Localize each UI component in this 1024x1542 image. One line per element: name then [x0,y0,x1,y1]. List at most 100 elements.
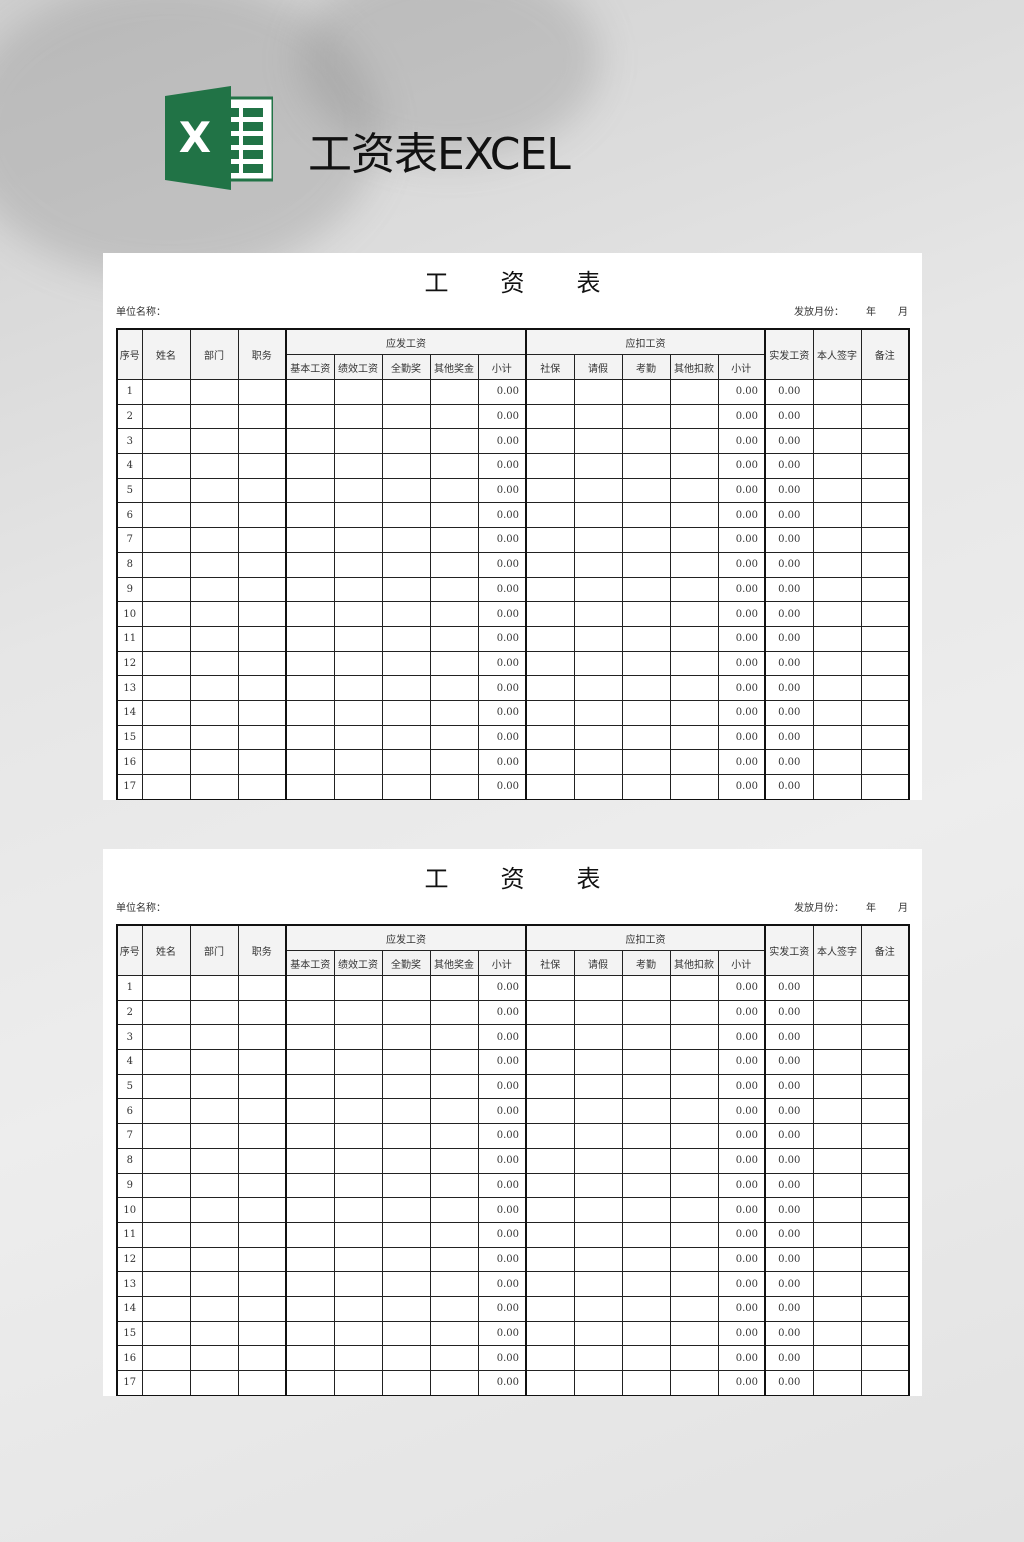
table-cell[interactable] [429,502,479,529]
table-cell[interactable] [429,675,479,701]
table-cell[interactable] [429,403,479,430]
table-cell[interactable] [429,1098,479,1125]
table-cell[interactable] [141,675,191,701]
table-cell[interactable] [285,650,335,677]
table-cell[interactable] [285,1246,335,1273]
table-cell[interactable] [621,1073,671,1100]
table-cell[interactable] [189,1073,239,1100]
table-cell[interactable] [812,1197,862,1223]
table-cell[interactable] [621,1147,671,1174]
table-cell[interactable] [573,1221,623,1248]
table-cell[interactable] [860,551,910,578]
table-cell[interactable] [333,773,383,800]
table-cell[interactable] [285,749,335,775]
table-cell[interactable] [429,601,479,627]
table-cell[interactable] [525,625,575,652]
table-cell[interactable] [285,675,335,701]
table-cell[interactable] [285,625,335,652]
table-cell[interactable] [237,551,287,578]
table-cell[interactable] [189,675,239,701]
table-cell[interactable] [381,477,431,504]
table-cell[interactable] [381,1147,431,1174]
table-cell[interactable] [669,699,719,726]
table-cell[interactable] [189,724,239,751]
table-cell[interactable] [860,527,910,553]
table-cell[interactable] [285,527,335,553]
table-cell[interactable] [285,699,335,726]
table-cell[interactable] [285,773,335,800]
table-cell[interactable] [333,1073,383,1100]
table-cell[interactable] [525,379,575,405]
table-cell[interactable] [381,379,431,405]
table-cell[interactable] [189,403,239,430]
table-cell[interactable] [285,1221,335,1248]
table-cell[interactable] [237,675,287,701]
table-cell[interactable] [333,975,383,1001]
table-cell[interactable] [333,453,383,479]
table-cell[interactable] [333,1246,383,1273]
table-cell[interactable] [141,576,191,603]
table-cell[interactable] [812,1049,862,1075]
table-cell[interactable] [621,1320,671,1347]
table-cell[interactable] [669,527,719,553]
table-cell[interactable] [525,699,575,726]
table-cell[interactable] [285,551,335,578]
table-cell[interactable] [141,453,191,479]
table-cell[interactable] [621,1049,671,1075]
table-cell[interactable] [525,1369,575,1396]
table-cell[interactable] [237,1123,287,1149]
table-cell[interactable] [381,453,431,479]
table-cell[interactable] [573,1197,623,1223]
table-cell[interactable] [141,551,191,578]
table-cell[interactable] [860,699,910,726]
table-cell[interactable] [860,576,910,603]
table-cell[interactable] [525,1345,575,1371]
table-cell[interactable] [333,1295,383,1322]
table-cell[interactable] [333,724,383,751]
table-cell[interactable] [621,379,671,405]
table-cell[interactable] [285,477,335,504]
table-cell[interactable] [333,1172,383,1199]
table-cell[interactable] [812,1320,862,1347]
table-cell[interactable] [381,999,431,1026]
table-cell[interactable] [429,724,479,751]
table-cell[interactable] [669,379,719,405]
table-cell[interactable] [237,1295,287,1322]
table-cell[interactable] [621,975,671,1001]
table-cell[interactable] [860,601,910,627]
table-cell[interactable] [189,379,239,405]
table-cell[interactable] [285,1024,335,1051]
table-cell[interactable] [333,650,383,677]
table-cell[interactable] [189,1345,239,1371]
table-cell[interactable] [237,453,287,479]
table-cell[interactable] [573,650,623,677]
table-cell[interactable] [525,1295,575,1322]
table-cell[interactable] [525,975,575,1001]
table-cell[interactable] [429,551,479,578]
table-cell[interactable] [237,1246,287,1273]
table-cell[interactable] [189,1271,239,1297]
table-cell[interactable] [429,650,479,677]
table-cell[interactable] [525,1271,575,1297]
table-cell[interactable] [860,1147,910,1174]
table-cell[interactable] [621,1221,671,1248]
table-cell[interactable] [573,675,623,701]
table-cell[interactable] [189,477,239,504]
table-cell[interactable] [381,650,431,677]
table-cell[interactable] [189,1221,239,1248]
table-cell[interactable] [621,1123,671,1149]
table-cell[interactable] [285,975,335,1001]
table-cell[interactable] [860,1172,910,1199]
table-cell[interactable] [237,428,287,455]
table-cell[interactable] [141,975,191,1001]
table-cell[interactable] [333,1271,383,1297]
table-cell[interactable] [333,1147,383,1174]
table-cell[interactable] [621,1271,671,1297]
table-cell[interactable] [141,1345,191,1371]
table-cell[interactable] [189,1197,239,1223]
table-cell[interactable] [525,1098,575,1125]
table-cell[interactable] [285,1172,335,1199]
table-cell[interactable] [812,1098,862,1125]
table-cell[interactable] [141,699,191,726]
table-cell[interactable] [812,625,862,652]
